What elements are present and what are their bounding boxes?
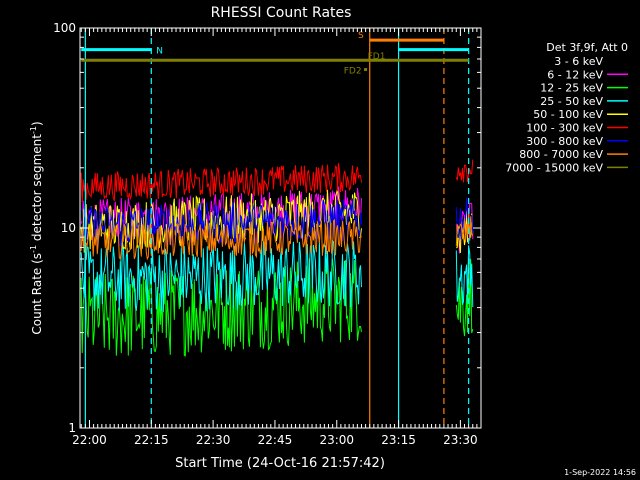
x-axis-label: Start Time (24-Oct-16 21:57:42) <box>175 456 385 471</box>
legend-label: 300 - 800 keV <box>526 135 603 148</box>
series-3 <box>80 240 474 313</box>
series-line <box>80 163 362 203</box>
legend-label: 25 - 50 keV <box>540 95 603 108</box>
legend-label: 12 - 25 keV <box>540 82 603 95</box>
flag-label: FD1 <box>368 52 386 62</box>
legend-label: 7000 - 15000 keV <box>505 161 603 174</box>
chart-title: RHESSI Count Rates <box>211 5 352 21</box>
x-tick-label: 22:15 <box>134 433 169 447</box>
series-line <box>80 198 362 249</box>
series-line <box>80 258 362 357</box>
x-tick-label: 23:30 <box>443 433 478 447</box>
series-line <box>455 245 474 308</box>
series-line <box>455 213 474 247</box>
legend-label: 800 - 7000 keV <box>519 148 603 161</box>
y-tick-label: 1 <box>68 421 76 435</box>
y-axis-label: Count Rate (s-1 detector segment-1) <box>29 121 44 334</box>
legend-label: 3 - 6 keV <box>554 55 603 68</box>
legend-header: Det 3f,9f, Att 0 <box>546 41 628 54</box>
flag-dot <box>364 68 368 72</box>
series-line <box>455 159 474 183</box>
series-5 <box>80 159 474 203</box>
x-tick-label: 22:30 <box>196 433 231 447</box>
x-tick-label: 22:00 <box>72 433 107 447</box>
y-axis-ticks: 1 10 100 <box>53 21 481 435</box>
x-tick-label: 23:00 <box>319 433 354 447</box>
series-2 <box>80 258 474 357</box>
series-7 <box>80 213 474 261</box>
legend-label: 50 - 100 keV <box>533 108 603 121</box>
x-tick-label: 23:15 <box>381 433 416 447</box>
legend-label: 100 - 300 keV <box>526 122 603 135</box>
flag-label: FD2 <box>344 67 362 77</box>
x-tick-label: 22:45 <box>258 433 293 447</box>
legend-label: 6 - 12 keV <box>547 68 603 81</box>
footer-date: 1-Sep-2022 14:56 <box>564 468 636 477</box>
series-line <box>455 258 474 337</box>
y-tick-label: 100 <box>53 21 76 35</box>
series-line <box>80 240 362 313</box>
y-tick-label: 10 <box>61 221 76 235</box>
flag-label: N <box>156 47 163 57</box>
flag-label: S <box>358 31 364 41</box>
series-line <box>80 186 362 239</box>
plot-area <box>80 159 474 357</box>
x-axis-ticks: 22:00 22:15 22:30 22:45 23:00 23:15 23:30 <box>72 28 482 447</box>
series-line <box>80 218 362 261</box>
annotation-layer: N S FD1 FD2 <box>81 28 470 428</box>
